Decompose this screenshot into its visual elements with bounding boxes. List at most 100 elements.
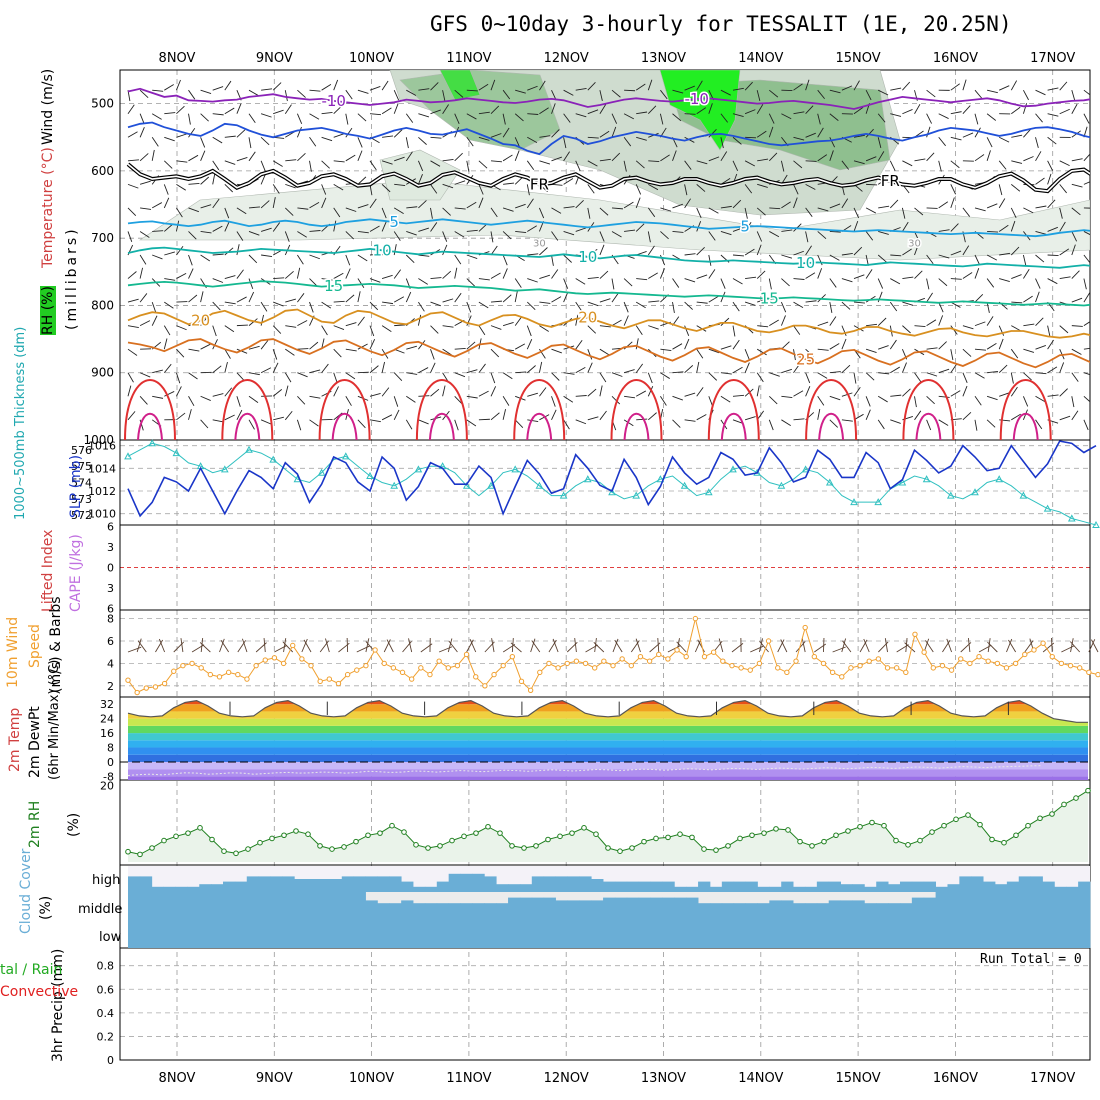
wind-barb <box>708 156 720 162</box>
wind-barb <box>865 269 873 279</box>
wind-barb <box>309 301 314 313</box>
rh2m-marker <box>893 837 899 844</box>
wind-barb <box>454 254 462 265</box>
thickness-marker <box>971 488 979 496</box>
wind-barb <box>878 205 890 209</box>
thickness-marker <box>414 465 423 473</box>
wind-barb <box>563 89 574 96</box>
wind-barb <box>672 203 683 209</box>
wind-barb <box>672 278 680 288</box>
wind-barb <box>805 132 816 138</box>
wind-barb <box>200 316 208 326</box>
rh-shading <box>139 179 1090 261</box>
wind-barb <box>345 154 356 162</box>
wind-barb <box>1071 90 1076 101</box>
wind-barb <box>284 207 294 216</box>
wind10-marker <box>839 674 845 680</box>
wind-barb <box>1035 317 1044 326</box>
wind-barb <box>696 107 707 115</box>
cloud-bar-high <box>460 873 473 892</box>
wind-barb <box>333 348 342 358</box>
cloud-bar-low <box>1042 920 1055 948</box>
date-label-top: 16NOV <box>933 51 978 66</box>
wind-barb <box>272 325 282 334</box>
rh2m-marker <box>281 832 287 839</box>
wind-barb <box>200 150 206 161</box>
wind-barb <box>212 86 224 91</box>
wind-barb <box>309 341 319 350</box>
wind-barb <box>865 156 877 162</box>
wind-barb <box>333 79 339 91</box>
cloud-bar-high <box>638 881 651 892</box>
thickness-marker <box>535 481 544 489</box>
cloud-bar-middle <box>294 892 307 920</box>
wind-barb <box>1010 386 1018 397</box>
wind-barb <box>902 325 911 334</box>
date-label-top: 13NOV <box>641 51 686 66</box>
wind-barb <box>454 267 458 279</box>
wind-barb <box>890 254 902 257</box>
wind-barb <box>769 207 781 210</box>
temp-tick-label: 16 <box>100 727 114 740</box>
cloud-bar-low <box>911 920 925 948</box>
wind-barb <box>732 227 744 232</box>
cloud-bar-high <box>151 886 165 892</box>
wind-barb <box>660 396 667 406</box>
wind-barb <box>563 395 574 403</box>
wind-barb <box>769 319 779 327</box>
wind-barb <box>720 317 730 326</box>
temp-band <box>128 776 1088 780</box>
wind-barb <box>1010 207 1017 218</box>
wind-barb <box>248 345 260 350</box>
wind10-barb <box>780 639 788 653</box>
rh2m-marker <box>845 828 851 834</box>
wind-barb <box>139 180 151 185</box>
wind-barb <box>260 301 268 312</box>
wind-barb <box>127 271 137 279</box>
wind-barb <box>369 278 381 283</box>
wind-barb <box>623 113 635 120</box>
cloud-bar-high <box>888 884 901 892</box>
wind-barb <box>345 89 353 100</box>
rh2m-marker <box>509 843 515 849</box>
cloud-bar-middle <box>1042 892 1055 920</box>
cloud-bar-middle <box>852 900 865 920</box>
wind-barb <box>768 152 778 162</box>
wind-barb <box>212 136 223 144</box>
wind-barb <box>938 395 950 398</box>
wind-barb <box>793 363 801 373</box>
wind-barb <box>648 300 660 303</box>
cloud-bar-low <box>1018 920 1032 948</box>
cloud-bar-low <box>650 920 663 948</box>
wind-barb <box>478 197 484 209</box>
wind-barb <box>224 135 236 138</box>
cloud-bar-high <box>555 876 568 892</box>
wind-barb <box>333 160 345 163</box>
cloud-bar-low <box>864 920 877 948</box>
cloud-bar-high <box>1078 881 1091 892</box>
cloud-bar-high <box>947 884 960 892</box>
wind-barb <box>224 80 232 91</box>
cloud-bar-low <box>151 920 165 948</box>
cloud-panel <box>128 866 1091 948</box>
wind-barb <box>515 203 526 209</box>
wind-barb <box>405 254 415 263</box>
wind-barb <box>647 386 654 397</box>
cloud-bar-low <box>128 920 141 948</box>
wind-barb <box>660 231 669 240</box>
wind-barb <box>418 340 426 350</box>
wind-barb <box>321 184 327 195</box>
wind10-barb <box>466 639 474 653</box>
wind-barb <box>563 419 570 430</box>
wind-barb <box>200 343 211 350</box>
cloud-bar-high <box>353 876 366 892</box>
wind10-marker <box>939 662 946 669</box>
rh2m-marker <box>413 842 419 848</box>
wind-barb <box>841 253 853 256</box>
wind-barb <box>599 298 611 303</box>
wind-barb <box>381 80 389 91</box>
wind-barb <box>176 105 185 115</box>
wind-barb <box>768 126 774 138</box>
wind-barb <box>236 156 248 162</box>
wind-barb <box>1035 177 1045 185</box>
